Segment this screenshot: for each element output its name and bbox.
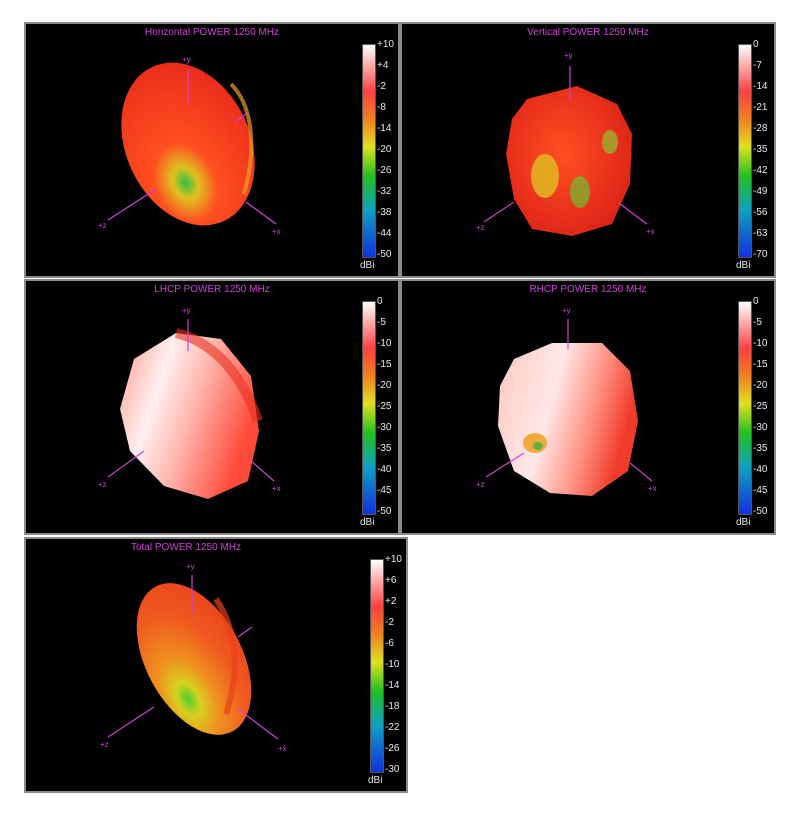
radiation-pattern-surface [136, 583, 252, 735]
colorbar-unit: dBi [736, 517, 751, 528]
radiation-pattern-surface [498, 343, 638, 496]
x-axis-line [245, 201, 277, 225]
vertical-power-panel: Vertical POWER 1250 MHz +y +z +x 0 -7 -1… [400, 22, 776, 278]
colorbar [362, 301, 376, 515]
x-axis-label: +x [278, 744, 287, 753]
y-axis-label: +y [186, 562, 195, 571]
vertical-pattern-plot: +y +z +x [476, 51, 655, 236]
z-axis-label: +z [98, 480, 107, 489]
z-axis-label: +z [100, 740, 109, 749]
total-pattern-plot: +y +z +x [100, 562, 287, 753]
colorbar [370, 559, 384, 773]
colorbar-unit: dBi [368, 775, 383, 786]
colorbar [738, 44, 752, 258]
panel-title: RHCP POWER 1250 MHz [529, 284, 647, 295]
x-axis-label: +x [272, 227, 281, 236]
colorbar-unit: dBi [736, 260, 751, 271]
lhcp-pattern-plot: +y +z +x [98, 306, 281, 499]
panel-title: LHCP POWER 1250 MHz [154, 284, 270, 295]
z-axis-label: +z [98, 221, 107, 230]
y-axis-label: +y [182, 306, 191, 315]
x-axis-line [250, 460, 275, 482]
z-axis-label: +z [476, 480, 485, 489]
colorbar [362, 44, 376, 258]
panel-title: Total POWER 1250 MHz [130, 542, 242, 553]
lhcp-power-panel: LHCP POWER 1250 MHz +y +z +x 0 -5 -10 -1… [24, 279, 400, 535]
radiation-pattern-surface [121, 62, 255, 226]
colorbar [738, 301, 752, 515]
z-axis-line [107, 706, 155, 738]
z-axis-line [107, 450, 145, 478]
rhcp-pattern-plot: +y +z +x [476, 306, 657, 496]
horizontal-power-panel: Horizontal POWER 1250 MHz +y +z +x +10 +… [24, 22, 400, 278]
x-axis-label: +x [272, 484, 281, 493]
radiation-pattern-surface [120, 333, 259, 499]
colorbar-unit: dBi [360, 517, 375, 528]
radiation-pattern-surface [506, 86, 632, 236]
panel-title: Vertical POWER 1250 MHz [527, 27, 649, 38]
x-axis-label: +x [646, 227, 655, 236]
x-axis-line [237, 708, 279, 740]
x-axis-line [619, 203, 648, 225]
rhcp-power-panel: RHCP POWER 1250 MHz +y +z +x 0 -5 -10 -1… [400, 279, 776, 535]
colorbar-unit: dBi [360, 260, 375, 271]
y-axis-label: +y [562, 306, 571, 315]
y-axis-label: +y [182, 55, 191, 64]
horizontal-pattern-plot: +y +z +x [98, 55, 281, 236]
x-axis-label: +x [648, 484, 657, 493]
total-power-panel: Total POWER 1250 MHz +y +z +x +10 +6 +2 … [24, 537, 408, 793]
z-axis-line [485, 452, 525, 478]
z-axis-line [483, 201, 515, 223]
z-axis-line [107, 188, 157, 221]
x-axis-line [629, 462, 653, 482]
panel-title: Horizontal POWER 1250 MHz [145, 27, 279, 38]
y-axis-label: +y [564, 51, 573, 60]
z-axis-label: +z [476, 223, 485, 232]
